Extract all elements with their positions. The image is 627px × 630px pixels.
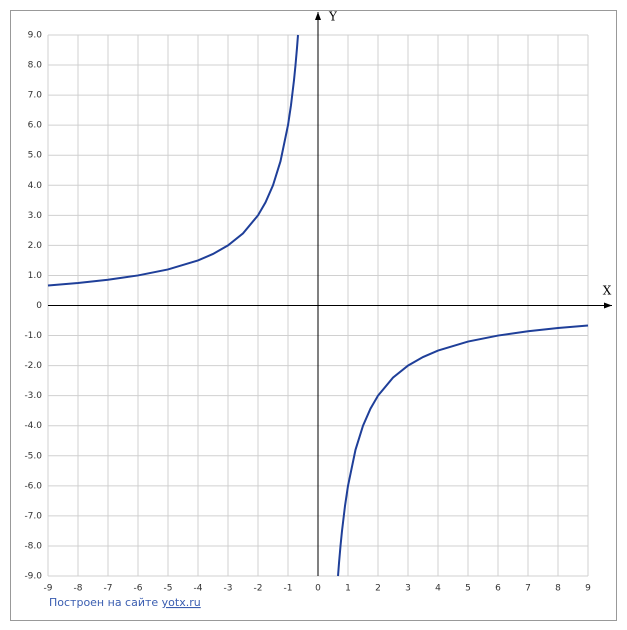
y-tick-label: -5.0: [24, 451, 42, 461]
x-axis-label: X: [603, 284, 612, 298]
x-tick-label: 5: [465, 584, 471, 594]
x-tick-label: -4: [194, 584, 203, 594]
x-tick-label: 7: [525, 584, 531, 594]
y-tick-label: 3.0: [28, 211, 43, 221]
y-tick-label: 0: [36, 301, 42, 311]
x-tick-label: -2: [254, 584, 263, 594]
y-tick-label: 4.0: [28, 181, 43, 191]
x-tick-label: -8: [74, 584, 83, 594]
y-tick-label: 6.0: [28, 121, 43, 131]
y-tick-label: -4.0: [24, 421, 42, 431]
footer: Построен на сайте yotx.ru: [49, 596, 201, 609]
y-tick-label: -9.0: [24, 572, 42, 582]
x-tick-label: -7: [104, 584, 113, 594]
x-tick-label: 9: [585, 584, 591, 594]
y-tick-label: -1.0: [24, 331, 42, 341]
x-tick-label: -9: [44, 584, 53, 594]
x-tick-label: 2: [375, 584, 381, 594]
x-tick-label: 6: [495, 584, 501, 594]
frame: [10, 10, 617, 621]
footer-link[interactable]: yotx.ru: [162, 596, 201, 609]
y-tick-label: -6.0: [24, 481, 42, 491]
footer-text: Построен на сайте: [49, 596, 158, 609]
y-tick-label: 7.0: [28, 91, 43, 101]
x-tick-label: -1: [284, 584, 293, 594]
x-tick-label: 1: [345, 584, 351, 594]
x-tick-label: 8: [555, 584, 561, 594]
y-tick-label: 5.0: [28, 151, 43, 161]
x-tick-label: -3: [224, 584, 233, 594]
y-tick-label: -8.0: [24, 541, 42, 551]
x-tick-label: 0: [315, 584, 321, 594]
y-tick-label: 1.0: [28, 271, 43, 281]
x-tick-label: -6: [134, 584, 143, 594]
y-tick-label: 8.0: [28, 61, 43, 71]
x-tick-label: -5: [164, 584, 173, 594]
x-tick-label: 3: [405, 584, 411, 594]
y-axis-label: Y: [328, 10, 338, 24]
y-tick-label: -3.0: [24, 391, 42, 401]
y-tick-label: 9.0: [28, 31, 43, 41]
x-axis-arrow: [604, 302, 612, 309]
x-tick-label: 4: [435, 584, 441, 594]
y-tick-label: 2.0: [28, 241, 43, 251]
y-tick-label: -2.0: [24, 361, 42, 371]
curve: [47, 34, 589, 577]
y-tick-label: -7.0: [24, 511, 42, 521]
y-axis-arrow: [315, 12, 321, 20]
